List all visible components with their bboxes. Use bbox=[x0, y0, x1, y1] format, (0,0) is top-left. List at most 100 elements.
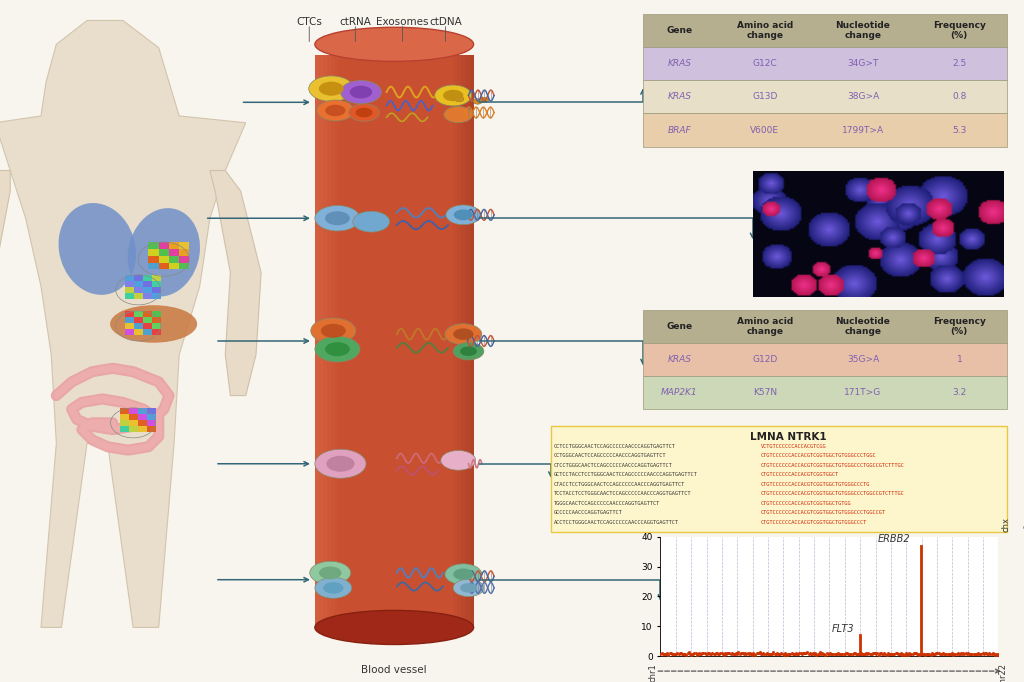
Text: Frequency
(%): Frequency (%) bbox=[933, 317, 986, 336]
PathPatch shape bbox=[0, 20, 246, 627]
Bar bbox=[134, 293, 142, 299]
Point bbox=[663, 648, 679, 659]
Point bbox=[754, 649, 770, 659]
FancyBboxPatch shape bbox=[315, 55, 319, 627]
Point bbox=[681, 647, 697, 658]
Text: Nucleotide
change: Nucleotide change bbox=[836, 317, 891, 336]
Point bbox=[798, 648, 814, 659]
Ellipse shape bbox=[349, 86, 373, 98]
Bar bbox=[125, 287, 134, 293]
Point bbox=[781, 649, 798, 659]
Text: Gene: Gene bbox=[667, 26, 692, 35]
Text: chr22: chr22 bbox=[998, 663, 1008, 682]
Point bbox=[936, 648, 952, 659]
Point bbox=[689, 649, 706, 660]
Bar bbox=[137, 414, 146, 420]
Point bbox=[825, 648, 842, 659]
Text: KRAS: KRAS bbox=[668, 92, 691, 101]
Text: BRAF: BRAF bbox=[668, 125, 691, 134]
Point bbox=[990, 648, 1007, 659]
Point bbox=[868, 648, 885, 659]
Point bbox=[979, 649, 995, 659]
Point bbox=[677, 649, 693, 659]
Point bbox=[818, 648, 835, 659]
Point bbox=[943, 649, 959, 659]
Text: CTGTCCCCCCACCACGTCGGTGGCTGTGGGCCCTGGC: CTGTCCCCCCACCACGTCGGTGGCTGTGGGCCCTGGC bbox=[761, 453, 877, 458]
Point bbox=[695, 648, 712, 659]
Point bbox=[867, 648, 884, 659]
Text: CTGTCCCCCCACCACGTCGGTGGCTGTGGGCCCT: CTGTCCCCCCACCACGTCGGTGGCTGTGGGCCCT bbox=[761, 520, 866, 524]
Point bbox=[748, 649, 764, 660]
Bar bbox=[125, 281, 134, 287]
Ellipse shape bbox=[315, 27, 473, 61]
Ellipse shape bbox=[444, 324, 482, 344]
Bar bbox=[125, 293, 134, 299]
Point bbox=[915, 649, 932, 659]
Point bbox=[672, 647, 688, 658]
Point bbox=[901, 648, 918, 659]
Bar bbox=[159, 256, 169, 263]
Bar bbox=[125, 275, 134, 281]
Point bbox=[730, 647, 746, 657]
Text: CTGTCCCCCCACCACGTCGGTGGCTGTGGGCCCTGGCCGT: CTGTCCCCCCACCACGTCGGTGGCTGTGGGCCCTGGCCGT bbox=[761, 510, 886, 516]
Point bbox=[656, 649, 673, 659]
Point bbox=[776, 648, 793, 659]
Point bbox=[793, 647, 809, 658]
Bar bbox=[152, 329, 161, 335]
FancyBboxPatch shape bbox=[643, 310, 1007, 343]
Point bbox=[670, 648, 686, 659]
Text: CTACCTCCTGGGCAACTCCAGCCCCCAACCCAGGTGAGTTCT: CTACCTCCTGGGCAACTCCAGCCCCCAACCCAGGTGAGTT… bbox=[554, 481, 685, 487]
Text: CTGTCCCCCCACCACGTCGGTGGCTGTGGGCCCTGGCCGTCTTTGC: CTGTCCCCCCACCACGTCGGTGGCTGTGGGCCCTGGCCGT… bbox=[761, 462, 904, 468]
Point bbox=[761, 648, 777, 659]
Text: 2.5: 2.5 bbox=[952, 59, 967, 68]
Point bbox=[813, 648, 829, 659]
Ellipse shape bbox=[326, 105, 345, 116]
Bar bbox=[159, 249, 169, 256]
Point bbox=[732, 648, 749, 659]
Text: KRAS: KRAS bbox=[668, 355, 691, 364]
Text: GCTCCTACCTCCTGGGCAACTCCAGCCCCCAACCCAGGTGAGTTCT: GCTCCTACCTCCTGGGCAACTCCAGCCCCCAACCCAGGTG… bbox=[554, 472, 697, 477]
Point bbox=[914, 649, 931, 659]
Text: FLT3: FLT3 bbox=[831, 624, 854, 634]
Point bbox=[916, 649, 933, 660]
Point bbox=[782, 649, 799, 659]
Point bbox=[975, 647, 991, 658]
Text: ctRNA: ctRNA bbox=[339, 17, 372, 27]
Point bbox=[700, 648, 717, 659]
Point bbox=[950, 649, 967, 659]
Point bbox=[831, 649, 848, 659]
Ellipse shape bbox=[352, 211, 389, 232]
Point bbox=[861, 649, 878, 659]
Point bbox=[710, 648, 726, 659]
Bar bbox=[152, 323, 161, 329]
Point bbox=[790, 649, 806, 659]
Point bbox=[918, 649, 934, 659]
Point bbox=[816, 649, 833, 659]
Text: G12C: G12C bbox=[753, 59, 777, 68]
Point bbox=[658, 649, 675, 659]
Bar bbox=[125, 323, 134, 329]
Point bbox=[905, 648, 922, 659]
Point bbox=[837, 648, 853, 659]
Bar bbox=[169, 263, 179, 269]
Point bbox=[811, 649, 827, 660]
FancyBboxPatch shape bbox=[461, 55, 465, 627]
Bar bbox=[125, 329, 134, 335]
Text: CCTCCTGGGCAACTCCAGCCCCCAACCCAGGTGAGTTCT: CCTCCTGGGCAACTCCAGCCCCCAACCCAGGTGAGTTCT bbox=[554, 443, 676, 449]
Text: Blood vessel: Blood vessel bbox=[361, 665, 427, 675]
Point bbox=[797, 647, 813, 658]
Point bbox=[791, 648, 807, 659]
Point bbox=[835, 649, 851, 659]
Point bbox=[838, 648, 854, 659]
Bar bbox=[125, 311, 134, 317]
Text: TCCTACCTCCTGGGCAACTCCAGCCCCCAACCCAGGTGAGTTCT: TCCTACCTCCTGGGCAACTCCAGCCCCCAACCCAGGTGAG… bbox=[554, 491, 691, 496]
Text: 171T>G: 171T>G bbox=[845, 388, 882, 397]
Point bbox=[972, 649, 988, 659]
Bar bbox=[146, 408, 156, 414]
Point bbox=[881, 648, 897, 659]
Point bbox=[869, 648, 886, 659]
Point bbox=[741, 648, 758, 659]
Point bbox=[947, 648, 964, 659]
Point bbox=[664, 649, 680, 659]
Point bbox=[830, 649, 847, 659]
